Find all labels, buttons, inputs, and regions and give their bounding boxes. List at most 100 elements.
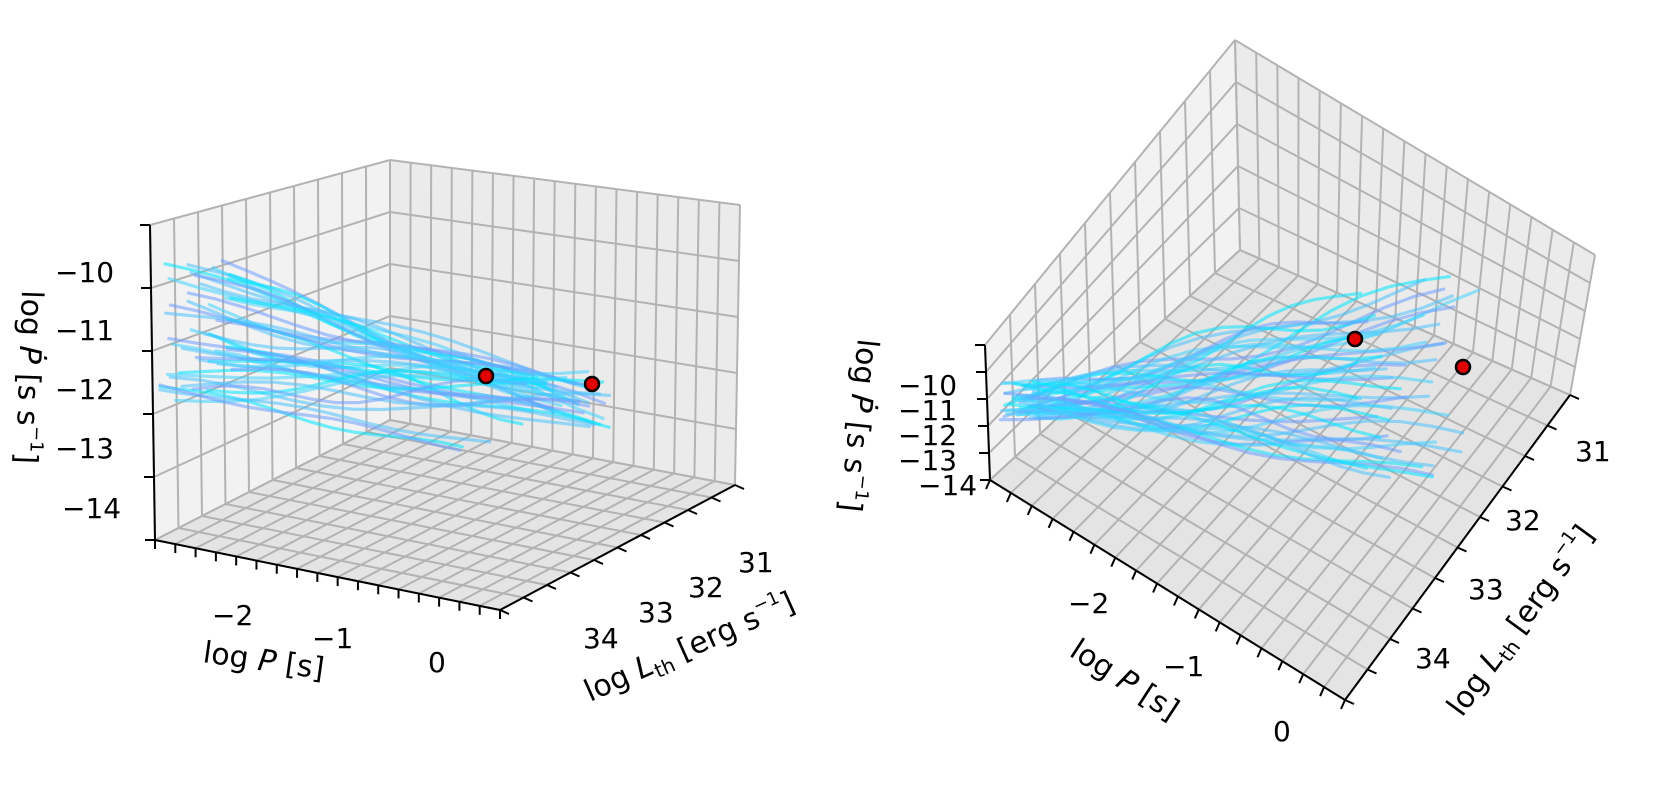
gridline [1134,161,1141,343]
tick-mark [1367,668,1377,675]
gridline [1452,179,1469,344]
gridline [173,218,180,529]
gridline [1234,39,1596,256]
left-floor-pane [155,420,735,610]
track-line [1022,401,1435,468]
tick-mark [640,534,651,540]
tick-mark [1457,546,1467,553]
gridline [418,468,655,595]
tick-mark [1047,518,1054,529]
gridline [398,464,634,591]
gridline [1394,141,1406,319]
tick-mark [1152,583,1158,593]
gridline [1336,103,1342,293]
gridline [1159,131,1166,320]
gridline [986,123,1238,400]
gridline [389,315,738,374]
gridline [389,419,736,486]
gridline [1239,351,1474,636]
right-z-tick-label: −14 [918,469,977,502]
left-z-tick-label: −12 [55,373,114,406]
gridline [1014,456,1369,671]
right-x-tick-label: −1 [1163,650,1204,683]
track-line [166,370,529,380]
right-y-axis-label: log Lth [erg s−1] [1438,517,1604,724]
left-plot: −10 −11 −12 −13 −14 −2 −1 0 31 32 33 34 … [8,159,800,709]
track-line [1031,322,1441,396]
tick-mark [664,521,674,528]
gridline [985,81,1237,373]
track-line [1012,394,1368,471]
left-z-tick-label: −14 [62,492,121,525]
tick-mark [1298,673,1305,684]
gridline [342,443,689,511]
gridline [389,263,739,318]
gridline [652,194,659,470]
gridline [1009,314,1016,458]
tick-mark [1277,660,1284,671]
right-z-axis-label: log Ṗ [s s−1] [832,337,888,514]
track-line [180,380,612,407]
red-marker [1346,330,1364,348]
gridline [470,170,474,436]
gridline [458,476,695,603]
gridline [1549,242,1575,387]
gridline [1471,191,1491,353]
tick-mark [617,546,627,553]
left-x-axis-label: log P [s] [201,635,327,687]
gridline [365,166,368,433]
gridline [987,165,1239,427]
gridline [389,211,740,262]
gridline [1260,360,1494,649]
right-z-tick-label: −12 [898,419,957,452]
gridline [341,172,344,445]
track-line [208,332,524,426]
gridline [389,159,741,206]
tick-mark [1524,455,1535,461]
gridline [551,181,556,451]
gridline [1569,254,1596,396]
gridline [1302,377,1532,675]
gridline [150,211,391,289]
gridline [1218,343,1455,623]
tick-mark [985,479,991,490]
gridline [296,445,533,570]
left-x-tick-label: −1 [312,622,353,655]
left-side-pane [150,160,390,540]
right-tick-marks [975,344,1580,710]
tick-mark [1479,516,1490,522]
track-line [168,375,596,427]
tick-mark [687,509,698,515]
tick-mark [523,596,533,603]
gridline [1072,283,1319,533]
gridline [1235,81,1591,284]
gridline [571,183,577,455]
gridline [215,430,452,554]
tick-mark [1193,609,1200,619]
left-z-tick-label: −13 [55,432,114,465]
track-line [1013,382,1435,479]
right-y-tick-label: 32 [1505,504,1541,537]
tick-mark [546,584,557,590]
right-z-tick-label: −11 [898,394,957,427]
tick-mark [734,484,745,490]
tick-mark [1547,424,1557,431]
gridline [174,422,411,546]
tick-mark [499,609,510,615]
red-marker [583,375,601,393]
gridline [984,39,1236,346]
track-line [1035,320,1369,382]
track-line [158,383,462,452]
gridline [438,472,675,599]
gridline [1237,165,1581,340]
red-marker [477,367,495,385]
tick-mark [1389,638,1400,644]
right-x-tick-label: 0 [1273,715,1291,748]
gridline [337,453,574,578]
gridline [357,457,594,583]
gridline [1316,90,1321,285]
gridline [195,426,432,550]
left-y-tick-label: 33 [638,596,674,629]
gridline [673,197,680,474]
